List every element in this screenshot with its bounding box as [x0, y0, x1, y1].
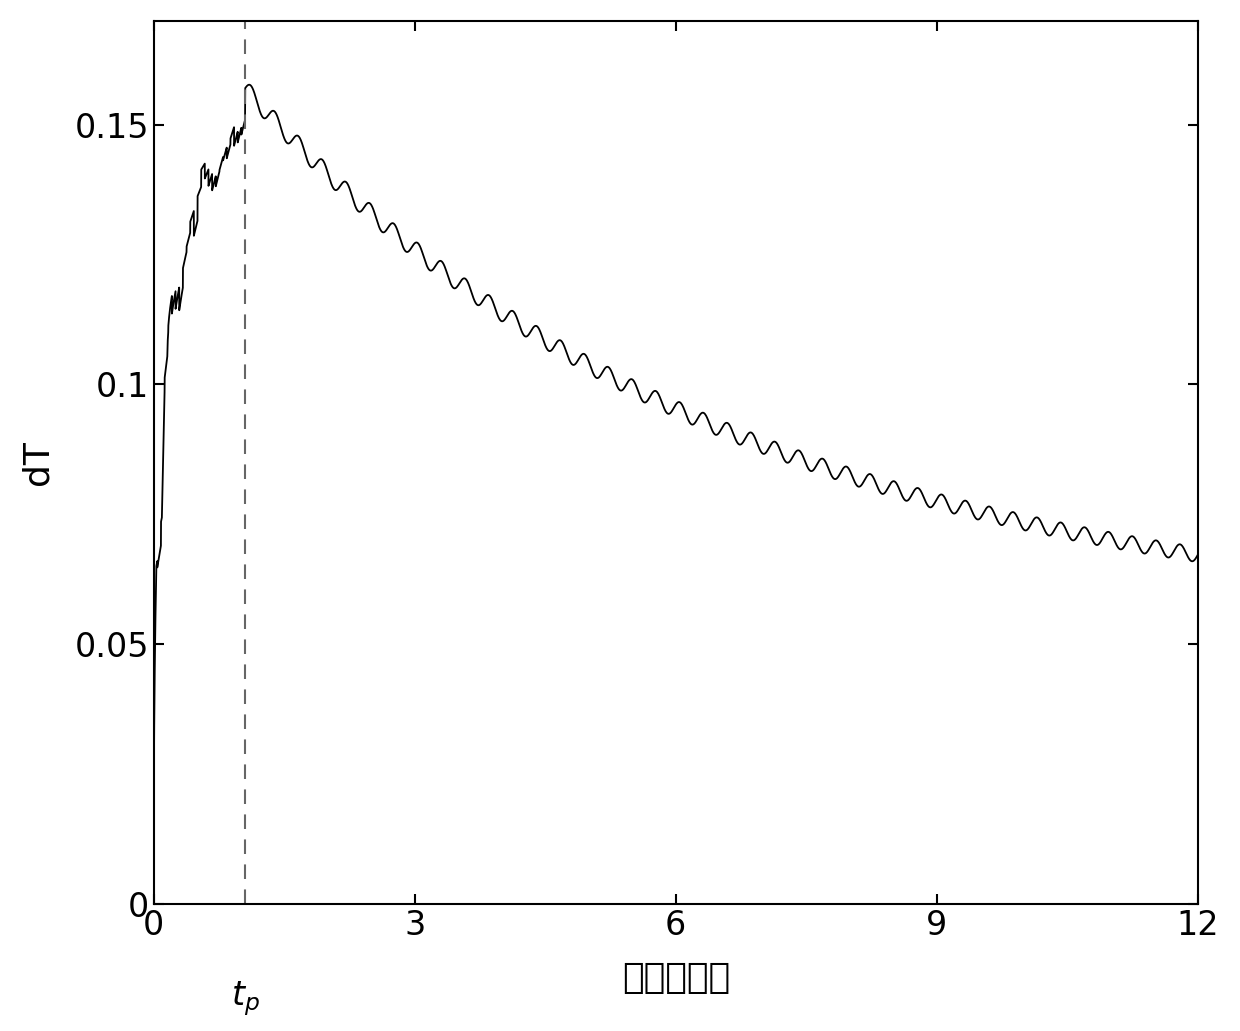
Text: $t_p$: $t_p$ — [231, 979, 259, 1018]
Y-axis label: dT: dT — [21, 440, 55, 485]
X-axis label: 时间（秒）: 时间（秒） — [621, 961, 730, 995]
